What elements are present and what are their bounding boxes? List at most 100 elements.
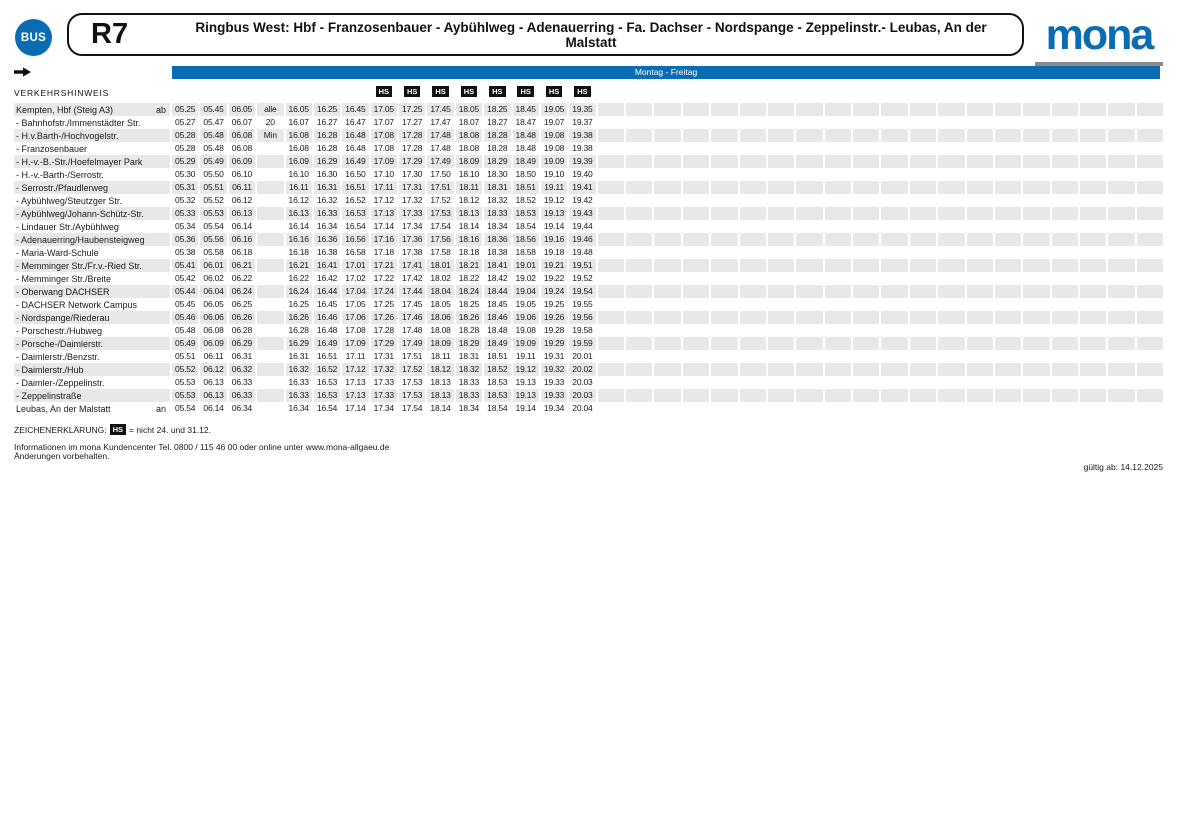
empty-cell xyxy=(711,116,737,129)
empty-cell xyxy=(994,337,1022,350)
time-cell: 17.12 xyxy=(373,195,394,205)
empty-cell xyxy=(711,298,737,311)
empty-cell xyxy=(1108,259,1135,272)
time-cell: 16.46 xyxy=(313,311,341,324)
mona-logo: mona xyxy=(1045,11,1155,59)
empty-cell xyxy=(711,272,737,285)
empty-cell xyxy=(853,324,879,337)
empty-cell xyxy=(598,194,624,207)
hs-header-cell xyxy=(200,85,226,98)
empty-cell xyxy=(654,207,681,220)
time-cell: 06.13 xyxy=(228,207,256,220)
hs-header-cell xyxy=(1023,85,1049,98)
empty-cell xyxy=(995,168,1021,181)
time-cell: 18.29 xyxy=(455,337,483,350)
empty-cell xyxy=(796,246,822,259)
empty-cell xyxy=(967,402,993,415)
time-cell: 05.44 xyxy=(172,285,199,298)
time-cell: 16.24 xyxy=(285,285,312,298)
empty-cell xyxy=(682,207,710,220)
time-cell: 16.31 xyxy=(313,181,341,194)
empty-cell xyxy=(598,142,624,155)
time-cell: 16.29 xyxy=(313,155,341,168)
time-cell: 17.11 xyxy=(345,351,366,361)
empty-cell xyxy=(1051,181,1078,194)
time-cell: 19.25 xyxy=(543,299,565,309)
time-cell: 16.48 xyxy=(342,129,369,142)
time-cell: 16.10 xyxy=(288,169,309,179)
empty-cell xyxy=(1023,103,1050,116)
empty-cell xyxy=(966,311,993,324)
empty-cell xyxy=(938,363,965,376)
empty-cell xyxy=(1051,337,1078,350)
empty-cell xyxy=(598,350,624,363)
time-cell: 17.32 xyxy=(370,363,397,376)
empty-cell xyxy=(767,337,795,350)
time-cell: 17.38 xyxy=(402,247,423,257)
empty-cell xyxy=(711,363,738,376)
time-cell: 06.28 xyxy=(231,325,253,335)
time-cell: 17.52 xyxy=(430,195,451,205)
empty-cell xyxy=(1052,272,1078,285)
time-cell: 06.06 xyxy=(200,311,227,324)
hs-header-cell xyxy=(796,85,822,98)
empty-cell xyxy=(257,350,283,363)
empty-cell xyxy=(1108,389,1135,402)
time-cell: 18.46 xyxy=(484,311,511,324)
stop-name: - Memminger Str./Fr.v.-Ried Str. xyxy=(16,260,142,271)
empty-cell xyxy=(683,272,709,285)
empty-cell xyxy=(1136,103,1164,116)
stop-name: - H.v.Barth-/Hochvogelstr. xyxy=(16,130,119,141)
empty-cell xyxy=(938,337,965,350)
timetable-row: - Zeppelinstraße 05.53 06.13 06.33 16.33 16.5… xyxy=(14,389,1164,402)
time-cell: 18.47 xyxy=(515,117,536,127)
time-cell: 05.28 xyxy=(175,143,196,153)
bus-logo: BUS xyxy=(15,19,52,56)
time-cell: 05.41 xyxy=(172,259,199,272)
empty-cell xyxy=(682,389,710,402)
empty-cell xyxy=(994,129,1022,142)
time-cell: 16.25 xyxy=(288,299,309,309)
empty-cell xyxy=(1023,129,1050,142)
empty-cell xyxy=(711,233,738,246)
empty-cell xyxy=(626,350,652,363)
empty-cell xyxy=(853,103,880,116)
empty-cell xyxy=(626,129,653,142)
empty-cell xyxy=(853,220,879,233)
hs-header-cell: HS xyxy=(399,85,425,98)
empty-cell xyxy=(654,259,681,272)
time-cell: 17.16 xyxy=(370,233,397,246)
empty-cell xyxy=(1051,103,1078,116)
empty-cell xyxy=(938,298,964,311)
empty-cell xyxy=(909,285,937,298)
empty-cell xyxy=(881,207,908,220)
time-cell: 18.14 xyxy=(458,221,480,231)
empty-cell xyxy=(881,155,908,168)
legend: ZEICHENERKLÄRUNG: HS = nicht 24. und 31.… xyxy=(14,424,211,435)
time-cell: 18.28 xyxy=(484,129,511,142)
stop-name-cell: - Lindauer Str./Aybühlweg xyxy=(14,220,170,233)
time-cell: 17.08 xyxy=(373,143,394,153)
time-cell: 06.09 xyxy=(228,155,256,168)
empty-cell xyxy=(881,272,907,285)
empty-cell xyxy=(682,311,710,324)
empty-cell xyxy=(740,402,766,415)
time-cell: 17.46 xyxy=(399,311,426,324)
time-cell: 16.38 xyxy=(316,247,338,257)
empty-cell xyxy=(740,272,766,285)
empty-cell xyxy=(767,363,795,376)
empty-cell xyxy=(796,129,823,142)
time-cell: 05.36 xyxy=(172,233,199,246)
empty-cell xyxy=(1080,259,1107,272)
empty-cell xyxy=(1136,389,1164,402)
time-cell: 18.25 xyxy=(484,103,511,116)
empty-cell xyxy=(796,207,823,220)
time-cell: 16.49 xyxy=(342,155,369,168)
empty-cell xyxy=(910,220,936,233)
hs-header-cell xyxy=(740,85,766,98)
time-cell: 19.08 xyxy=(540,129,568,142)
time-cell: 18.22 xyxy=(458,273,480,283)
time-cell: 17.05 xyxy=(345,299,366,309)
empty-cell xyxy=(1137,168,1163,181)
